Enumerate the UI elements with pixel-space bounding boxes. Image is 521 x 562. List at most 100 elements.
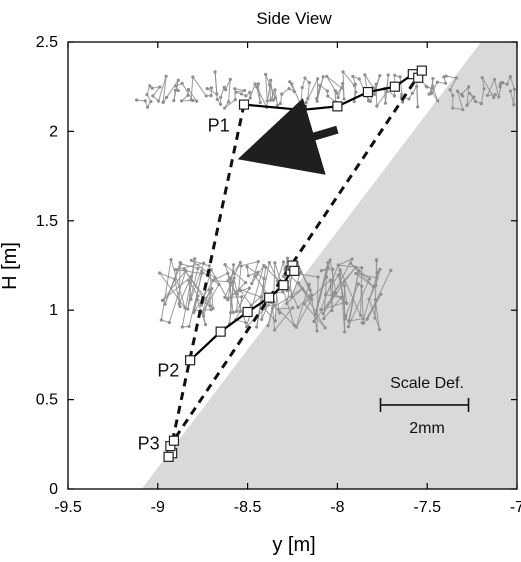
cloud-segment xyxy=(220,87,225,98)
axes-layer: -9.5 -9 -8.5 -8 -7.5 -7 0 0.5 1 1.5 2 2.5 xyxy=(36,34,521,516)
cloud-point xyxy=(348,261,353,265)
cloud-point xyxy=(393,73,397,77)
cloud-point xyxy=(163,302,167,306)
cloud-point xyxy=(297,281,301,285)
cloud-point xyxy=(416,105,420,109)
cloud-point xyxy=(196,294,200,298)
cloud-p1 xyxy=(135,70,517,112)
cloud-point xyxy=(258,100,262,105)
cloud-point xyxy=(378,267,382,271)
cloud-segment xyxy=(481,77,495,98)
cloud-point xyxy=(300,85,304,90)
y-tick-label: 2.5 xyxy=(36,34,58,51)
cloud-point xyxy=(226,297,230,302)
cloud-point xyxy=(233,87,237,91)
text-layer: P1 P2 P3 xyxy=(138,115,230,453)
cloud-segment xyxy=(188,280,199,297)
cloud-point xyxy=(273,88,277,92)
cloud-point xyxy=(189,98,193,102)
cloud-segment xyxy=(201,284,220,313)
cloud-point xyxy=(373,316,377,320)
cloud-segment xyxy=(274,307,294,331)
cloud-point xyxy=(281,260,286,264)
cloud-point xyxy=(211,306,215,310)
x-tick-label: -7.5 xyxy=(413,499,441,516)
annotation-label: P3 xyxy=(138,434,160,454)
cloud-segment xyxy=(175,269,203,274)
cloud-point xyxy=(315,329,319,333)
cloud-segment xyxy=(193,271,203,313)
cloud-point xyxy=(292,89,296,94)
cloud-point xyxy=(324,293,328,297)
cloud-point xyxy=(316,275,320,279)
cloud-segment xyxy=(206,88,218,95)
cloud-point xyxy=(367,297,371,301)
cloud-point xyxy=(215,97,219,102)
cloud-segment xyxy=(480,88,485,104)
cloud-point xyxy=(392,94,397,98)
cloud-point xyxy=(473,99,478,104)
cloud-point xyxy=(455,89,460,93)
cloud-segment xyxy=(326,76,343,89)
cloud-segment xyxy=(338,265,346,319)
cloud-point xyxy=(231,280,235,284)
cloud-point xyxy=(172,98,176,103)
cloud-point xyxy=(269,78,273,82)
direction-arrow xyxy=(237,98,339,175)
cloud-point xyxy=(285,301,289,305)
cloud-segment xyxy=(162,76,167,103)
cloud-segment xyxy=(241,261,259,267)
cloud-segment xyxy=(361,286,364,319)
cloud-point xyxy=(186,93,190,97)
cloud-point xyxy=(342,280,346,284)
cloud-point xyxy=(248,96,252,100)
cloud-point xyxy=(318,83,322,87)
y-tick-label: 0 xyxy=(49,481,58,498)
main-series-marker xyxy=(296,104,307,116)
cloud-point xyxy=(326,260,330,265)
cloud-point xyxy=(336,96,340,100)
main-series-marker xyxy=(278,280,289,291)
cloud-point xyxy=(187,324,191,328)
cloud-point xyxy=(375,104,379,108)
cloud-segment xyxy=(178,262,181,304)
cloud-point xyxy=(331,267,335,271)
cloud-point xyxy=(281,274,286,278)
cloud-point xyxy=(321,75,325,79)
cloud-point xyxy=(319,308,323,312)
main-series-marker xyxy=(238,99,250,110)
cloud-point xyxy=(174,84,178,88)
cloud-point xyxy=(376,271,380,275)
cloud-segment xyxy=(190,262,205,300)
cloud-point xyxy=(508,89,513,93)
cloud-point xyxy=(143,99,147,103)
cloud-point xyxy=(335,91,339,95)
cloud-point xyxy=(233,98,237,102)
cloud-segment xyxy=(466,86,470,106)
cloud-point xyxy=(167,320,171,325)
cloud-point xyxy=(173,277,177,281)
cloud-point xyxy=(374,82,378,86)
cloud-segment xyxy=(272,308,276,331)
cloud-segment xyxy=(224,262,241,298)
cloud-point xyxy=(169,258,173,262)
cloud-point xyxy=(389,268,393,272)
cloud-point xyxy=(179,262,183,266)
cloud-point xyxy=(164,74,168,78)
cloud-point xyxy=(276,307,280,311)
cloud-segment xyxy=(181,258,196,328)
cloud-segment xyxy=(375,84,378,107)
cloud-segment xyxy=(269,84,272,101)
cloud-point xyxy=(493,93,497,97)
cloud-point xyxy=(367,277,372,281)
cloud-segment xyxy=(267,301,275,326)
cloud-point xyxy=(240,295,244,299)
cloud-point xyxy=(165,95,169,99)
cloud-segment xyxy=(326,262,329,278)
cloud-segment xyxy=(191,259,210,267)
cloud-point xyxy=(448,88,452,92)
cloud-segment xyxy=(248,271,259,277)
cloud-point xyxy=(300,286,304,291)
y-axis-label: H [m] xyxy=(0,242,21,290)
